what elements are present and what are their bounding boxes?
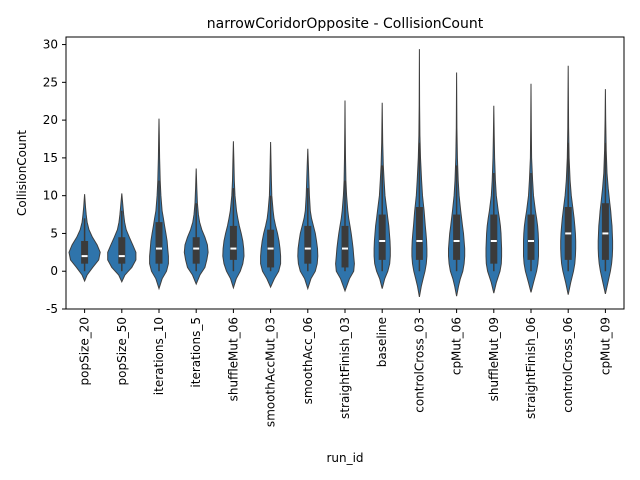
violin-group [523,83,539,293]
violin-iqr-box [601,203,609,260]
violin-group [373,102,391,289]
x-tick-label: shuffleMut_09 [487,317,501,401]
y-tick-label: 0 [50,264,58,278]
x-tick-label: smoothAcc_06 [301,317,315,404]
violin-group [411,49,428,297]
x-tick-label: cpMut_09 [598,317,612,375]
x-tick-label: controlCross_03 [412,317,426,413]
violin-group [448,72,466,297]
violin-group [597,89,614,295]
violin-iqr-box [453,214,461,260]
violin-iqr-box [527,214,535,260]
violin-group [107,193,137,284]
violin-iqr-box [118,237,126,264]
x-tick-label: straightFinish_03 [338,317,352,419]
violin-iqr-box [415,207,423,260]
violin-group [560,65,577,295]
chart-title: narrowCoridorOpposite - CollisionCount [207,16,484,32]
y-tick-label: 30 [43,38,58,52]
x-axis: popSize_20 popSize_50 iterations_10 iterati… [78,309,612,427]
violin-iqr-box [304,225,312,264]
violin-iqr-box [341,225,349,268]
x-tick-label: iterations_5 [189,317,203,388]
violin-iqr-box [378,214,386,260]
x-tick-label: smoothAccMut_03 [264,317,278,427]
x-tick-label: cpMut_06 [450,317,464,375]
y-tick-label: 20 [43,113,58,127]
violin-iqr-box [192,237,200,264]
violin-iqr-box [490,214,498,264]
violins-layer [68,49,614,297]
y-axis: -5 0 5 10 15 20 25 30 [43,38,66,316]
y-tick-label: 25 [43,75,58,89]
violin-group [485,105,503,294]
x-tick-label: baseline [375,317,389,367]
y-tick-label: 10 [43,189,58,203]
violin-group [183,168,209,286]
violin-group [297,148,319,291]
violin-iqr-box [229,225,237,260]
y-axis-title: CollisionCount [15,130,29,216]
y-tick-label: 15 [43,151,58,165]
x-tick-label: shuffleMut_06 [226,317,240,401]
x-tick-label: straightFinish_06 [524,317,538,419]
violin-group [149,118,169,291]
violin-iqr-box [81,241,89,264]
x-tick-label: popSize_20 [78,317,92,385]
x-axis-title: run_id [326,451,363,465]
x-tick-label: popSize_50 [115,317,129,385]
x-tick-label: iterations_10 [152,317,166,395]
violin-iqr-box [155,222,163,264]
violin-group [260,141,282,289]
violin-group [335,100,355,293]
y-tick-label: 5 [50,226,58,240]
x-tick-label: controlCross_06 [561,317,575,413]
y-tick-label: -5 [46,302,58,316]
violin-group [222,141,245,290]
violin-group [68,194,101,283]
